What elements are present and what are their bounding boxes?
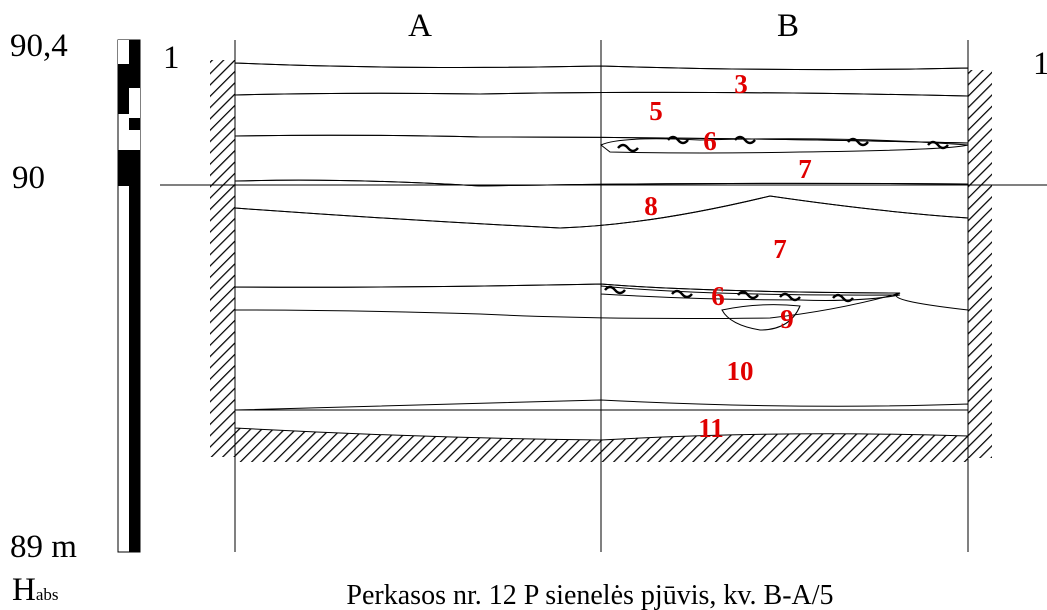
layer-label: 5: [649, 96, 663, 126]
reference-lines: [160, 40, 1047, 552]
column-label: B: [777, 8, 799, 44]
elevation-scale: [117, 39, 141, 553]
left-wall: [210, 60, 235, 457]
caption: Perkasos nr. 12 P sienelės pjūvis, kv. B…: [346, 580, 833, 610]
column-label: A: [408, 8, 432, 44]
section-mark: 1: [1033, 46, 1047, 82]
layer-label: 6: [703, 126, 717, 156]
layer-label: 9: [780, 304, 794, 334]
layer-label: 7: [798, 154, 812, 184]
layer-label: 6: [711, 281, 725, 311]
scale-middle: 90: [12, 160, 45, 196]
organic-symbols: [604, 135, 949, 303]
layer-label: 8: [644, 191, 658, 221]
layer-label: 3: [734, 69, 748, 99]
layer-label: 10: [727, 356, 754, 386]
scale-top: 90,4: [10, 28, 68, 64]
scale-bottom: 89 m: [10, 529, 77, 565]
layer-label: 7: [773, 234, 787, 264]
right-wall: [968, 70, 992, 458]
scale-axis: Habs: [12, 572, 59, 608]
axis-letter: H: [12, 572, 36, 608]
layer-label: 11: [698, 413, 724, 443]
section-mark: 1: [163, 40, 180, 76]
axis-subscript: abs: [36, 585, 59, 604]
